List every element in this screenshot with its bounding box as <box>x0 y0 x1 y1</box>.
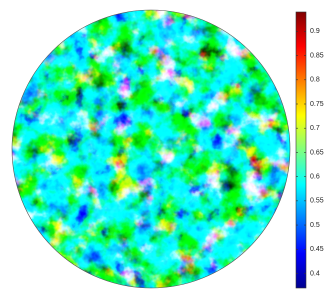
colorbar-tick-label: 0.4 <box>310 270 320 277</box>
colorbar-tick-label: 0.9 <box>310 28 320 35</box>
colorbar-tick-label: 0.45 <box>310 246 324 253</box>
colorbar-tick-label: 0.7 <box>310 125 320 132</box>
colorbar-tick-label: 0.6 <box>310 173 320 180</box>
colorbar-tick-label: 0.55 <box>310 198 324 205</box>
field <box>12 10 290 288</box>
colorbar-tick-label: 0.5 <box>310 222 320 229</box>
disk-outline <box>11 9 291 289</box>
colorbar-tick-label: 0.85 <box>310 52 324 59</box>
colorbar-tick-label: 0.75 <box>310 101 324 108</box>
colorbar-tick-label: 0.65 <box>310 149 324 156</box>
colorbar-tick-label: 0.8 <box>310 77 320 84</box>
field-image <box>12 10 290 288</box>
colorbar <box>295 11 307 289</box>
